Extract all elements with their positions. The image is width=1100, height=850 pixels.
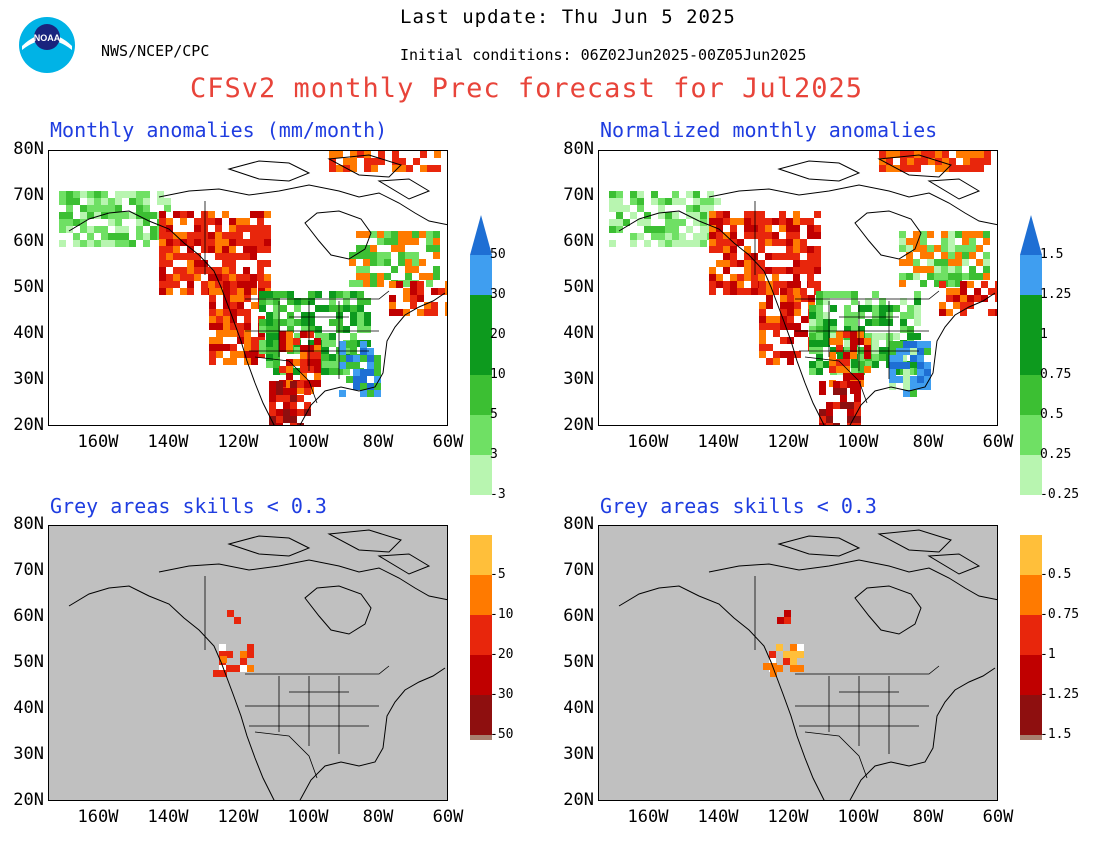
colorbar-label: 20 [490,327,506,342]
map-skill-normalized [598,525,998,801]
lat-label: 50N [13,652,44,672]
lon-label: 160W [77,807,119,827]
lon-label: 120W [217,432,259,452]
colorbar-label: 3 [490,447,498,462]
logo-text: NOAA [34,33,61,43]
colorbar-label: 0.5 [1040,407,1064,422]
agency-label: NWS/NCEP/CPC [101,42,210,60]
lat-label: 30N [563,744,594,764]
lon-label: 60W [432,807,464,827]
colorbar-normalized: 1.5 1.25 1 0.75 0.5 0.25 -0.25 -0.5 -0.75 -1 -1.25… [1020,215,1100,742]
colorbar-label: -3 [490,487,506,502]
map-canvas [49,526,447,800]
colorbar-label: -0.25 [1040,487,1080,502]
colorbar-label: 30 [490,287,506,302]
lat-label: 60N [13,231,44,251]
lon-label: 120W [767,432,809,452]
main-title: CFSv2 monthly Prec forecast for Jul2025 [190,73,863,104]
colorbar-label: 50 [490,247,506,262]
lat-label: 60N [563,606,594,626]
lat-label: 50N [563,277,594,297]
colorbar-label: -30 [490,687,514,702]
map-canvas [599,151,997,425]
lat-label: 30N [563,369,594,389]
map-normalized [598,150,998,426]
lat-label: 20N [13,415,44,435]
colorbar-label: 1.5 [1040,247,1064,262]
colorbar-swatches [1020,215,1042,740]
lat-label: 80N [563,139,594,159]
lat-label: 70N [13,185,44,205]
lon-label: 100W [287,807,329,827]
lat-label: 20N [563,790,594,810]
panel-title-skill-right: Grey areas skills < 0.3 [600,494,877,518]
lon-label: 60W [982,807,1014,827]
panel-title-anomaly: Monthly anomalies (mm/month) [50,118,388,142]
lon-label: 100W [287,432,329,452]
lat-label: 50N [13,277,44,297]
lat-label: 20N [563,415,594,435]
colorbar-swatches [470,215,492,740]
lon-label: 80W [912,432,944,452]
map-anomaly [48,150,448,426]
colorbar-label: -1 [1040,647,1056,662]
lat-label: 70N [13,560,44,580]
lon-label: 160W [77,432,119,452]
lat-label: 70N [563,185,594,205]
panel-title-skill-left: Grey areas skills < 0.3 [50,494,327,518]
colorbar-label: 5 [490,407,498,422]
lat-label: 40N [563,698,594,718]
lon-label: 120W [217,807,259,827]
lat-label: 30N [13,744,44,764]
map-canvas [49,151,447,425]
colorbar-label: -1.5 [1040,727,1072,742]
lat-label: 40N [13,323,44,343]
panel-title-normalized: Normalized monthly anomalies [600,118,938,142]
lat-label: 60N [563,231,594,251]
colorbar-anomaly: 50 30 20 10 5 3 -3 -5 -10 -20 -30 -50 [470,215,530,742]
last-update: Last update: Thu Jun 5 2025 [400,6,736,28]
colorbar-label: 0.25 [1040,447,1072,462]
lat-label: 30N [13,369,44,389]
colorbar-label: -10 [490,607,514,622]
map-skill-anomaly [48,525,448,801]
colorbar-label: 1 [1040,327,1048,342]
colorbar-label: -1.25 [1040,687,1080,702]
colorbar-label: -0.75 [1040,607,1080,622]
initial-conditions: Initial conditions: 06Z02Jun2025-00Z05Ju… [400,46,807,64]
noaa-logo: NOAA [18,16,76,74]
lat-label: 60N [13,606,44,626]
lon-label: 160W [627,807,669,827]
colorbar-label: 10 [490,367,506,382]
lat-label: 20N [13,790,44,810]
lon-label: 60W [982,432,1014,452]
colorbar-label: -50 [490,727,514,742]
lon-label: 80W [362,807,394,827]
lon-label: 160W [627,432,669,452]
lat-label: 50N [563,652,594,672]
map-canvas [599,526,997,800]
lon-label: 140W [697,432,739,452]
colorbar-label: 1.25 [1040,287,1072,302]
lat-label: 80N [563,514,594,534]
lon-label: 140W [697,807,739,827]
lat-label: 40N [563,323,594,343]
lat-label: 80N [13,514,44,534]
lon-label: 140W [147,807,189,827]
lon-label: 120W [767,807,809,827]
lon-label: 100W [837,807,879,827]
lon-label: 80W [912,807,944,827]
colorbar-label: 0.75 [1040,367,1072,382]
colorbar-label: -5 [490,567,506,582]
colorbar-label: -0.5 [1040,567,1072,582]
lon-label: 60W [432,432,464,452]
lat-label: 70N [563,560,594,580]
lon-label: 140W [147,432,189,452]
lat-label: 80N [13,139,44,159]
lon-label: 100W [837,432,879,452]
colorbar-label: -20 [490,647,514,662]
lat-label: 40N [13,698,44,718]
lon-label: 80W [362,432,394,452]
